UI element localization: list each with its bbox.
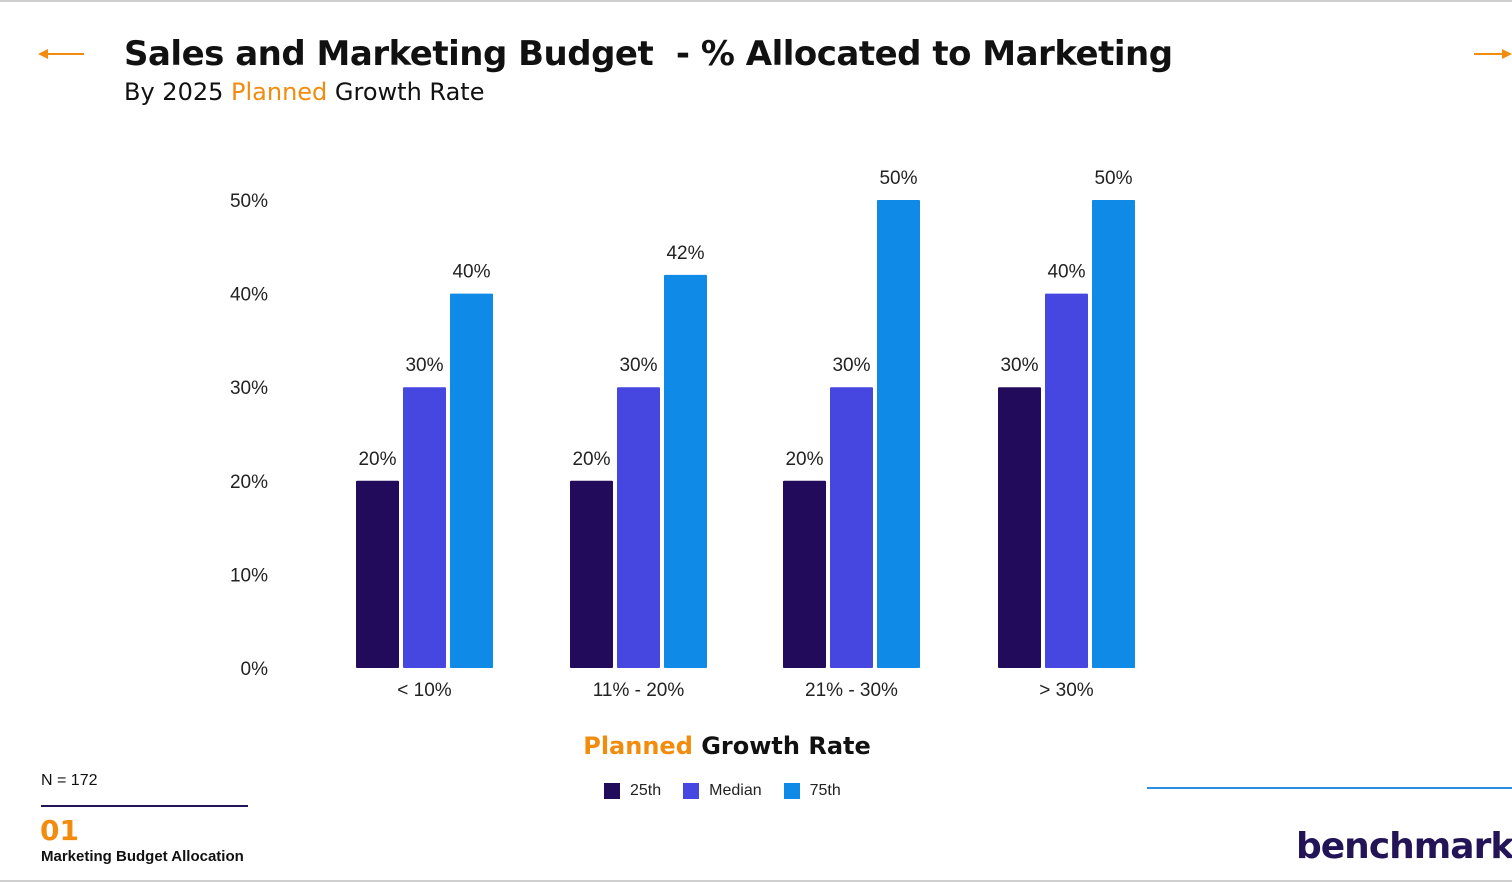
legend-label-25th: 25th [630, 782, 662, 799]
bar-75th-0 [450, 293, 493, 668]
subtitle-prefix: By 2025 [124, 78, 232, 106]
y-tick-label-5: 50% [230, 191, 268, 212]
data-label-25th-3: 30% [1000, 355, 1038, 376]
footer-accent-line [1147, 787, 1512, 789]
data-label-75th-1: 42% [666, 243, 704, 264]
data-label-25th-0: 20% [358, 449, 396, 470]
legend-label-median: Median [709, 782, 762, 799]
bar-median-3 [1045, 293, 1088, 668]
bar-median-2 [830, 387, 873, 668]
bottom-border [0, 880, 1512, 882]
arrow-right-icon[interactable] [1474, 44, 1512, 64]
x-tick-label-3: > 30% [1039, 680, 1094, 701]
bar-chart: 0% 10% 20% 30% 40% 50% 20% 30% 40% < 10% 20% 30% 42%… [230, 168, 1135, 701]
y-tick-label-2: 20% [230, 472, 268, 493]
data-label-75th-3: 50% [1094, 168, 1132, 189]
data-label-25th-1: 20% [572, 449, 610, 470]
legend-label-75th: 75th [809, 782, 841, 799]
bar-75th-1 [664, 274, 707, 668]
section-number: 01 [40, 814, 79, 847]
legend-item-median: Median [683, 782, 762, 800]
bar-25th-1 [570, 480, 613, 668]
data-label-median-0: 30% [405, 355, 443, 376]
legend-item-25th: 25th [604, 782, 661, 800]
y-tick-label-3: 30% [230, 378, 268, 399]
subtitle-accent: Planned [231, 78, 328, 106]
bar-median-1 [617, 387, 660, 668]
footer-divider [41, 805, 248, 807]
bar-25th-2 [783, 480, 826, 668]
data-label-75th-0: 40% [452, 262, 490, 283]
y-tick-label-1: 10% [230, 565, 268, 586]
arrow-left-icon[interactable] [38, 44, 84, 64]
y-tick-label-0: 0% [241, 659, 269, 680]
data-label-median-1: 30% [619, 355, 657, 376]
legend-swatch-75th [783, 783, 800, 799]
data-label-75th-2: 50% [879, 168, 917, 189]
bar-25th-0 [356, 480, 399, 668]
data-label-median-2: 30% [832, 355, 870, 376]
x-axis-title-accent: Planned [583, 732, 693, 760]
x-tick-label-1: 11% - 20% [593, 680, 685, 701]
data-label-median-3: 40% [1047, 262, 1085, 283]
page-subtitle: By 2025 Planned Growth Rate [124, 78, 484, 106]
section-name: Marketing Budget Allocation [41, 848, 244, 865]
x-tick-label-0: < 10% [397, 680, 452, 701]
benchmarkit-logo: benchmarkit [1296, 826, 1512, 867]
y-tick-label-4: 40% [230, 285, 268, 306]
legend-item-75th: 75th [783, 782, 841, 800]
x-tick-label-2: 21% - 30% [805, 680, 898, 701]
sample-size: N = 172 [41, 772, 98, 789]
logo-main: benchmark [1296, 826, 1512, 867]
page-title: Sales and Marketing Budget - % Allocated… [124, 34, 1173, 74]
bar-25th-3 [998, 387, 1041, 668]
bar-median-0 [403, 387, 446, 668]
top-border [0, 0, 1512, 2]
x-axis-title-rest: Growth Rate [692, 732, 871, 760]
x-axis-title: Planned Growth Rate [0, 732, 1454, 760]
bar-75th-3 [1092, 200, 1135, 668]
chart-legend: 25th Median 75th [604, 782, 841, 800]
bar-75th-2 [877, 200, 920, 668]
data-label-25th-2: 20% [785, 449, 823, 470]
legend-swatch-median [683, 783, 700, 799]
legend-swatch-25th [604, 783, 620, 799]
subtitle-suffix: Growth Rate [327, 78, 485, 106]
